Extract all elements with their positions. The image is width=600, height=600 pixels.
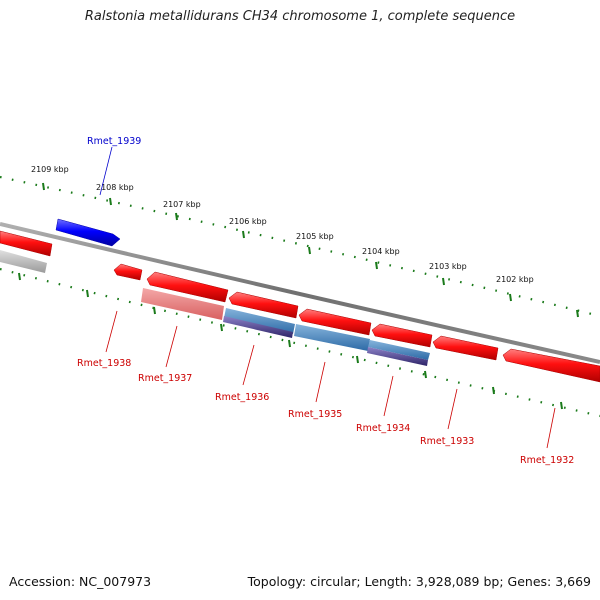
ruler-tick — [42, 182, 45, 191]
leader-line-rmet-1937 — [165, 325, 178, 368]
ruler-tick — [424, 370, 427, 379]
gene-arrow-rmet-1938[interactable] — [113, 263, 143, 281]
ruler-label: 2104 kbp — [362, 247, 400, 256]
gene-label-rmet-1934[interactable]: Rmet_1934 — [356, 423, 410, 434]
ruler-tick — [308, 246, 311, 255]
ruler-tick — [153, 306, 156, 315]
accession-text: Accession: NC_007973 — [9, 574, 152, 589]
ruler-label: 2109 kbp — [31, 165, 69, 174]
gene-label-rmet-1938[interactable]: Rmet_1938 — [77, 358, 131, 369]
gene-labels: Rmet_1939 Rmet_1938 Rmet_1937 Rmet_1936 … — [77, 136, 574, 466]
inner-ruler — [0, 267, 600, 418]
gene-label-rmet-1933[interactable]: Rmet_1933 — [420, 436, 474, 447]
gene-arrow-rmet-1935[interactable] — [298, 308, 372, 336]
gene-label-rmet-1939[interactable]: Rmet_1939 — [87, 136, 141, 147]
ruler-tick — [175, 212, 178, 221]
outer-ruler-dots — [0, 175, 600, 318]
ruler-label: 2102 kbp — [496, 275, 534, 284]
ruler-tick — [242, 230, 245, 239]
ruler-tick — [18, 272, 21, 281]
leader-line-rmet-1933 — [447, 388, 458, 430]
feature-steel-3 — [368, 340, 430, 360]
gene-arrow-rmet-1934[interactable] — [371, 323, 433, 348]
gene-arrow-rmet-1937[interactable] — [146, 271, 229, 303]
gene-arrow-rmet-1932[interactable] — [502, 348, 600, 383]
ruler-tick — [560, 401, 563, 410]
map-title: Ralstonia metallidurans CH34 chromosome … — [84, 9, 516, 24]
feature-purple-2 — [367, 347, 428, 366]
sequence-summary-text: Topology: circular; Length: 3,928,089 bp… — [247, 574, 591, 589]
gene-arrow-rmet-1939[interactable] — [55, 218, 121, 247]
ruler-tick — [356, 355, 359, 364]
ruler-tick — [442, 277, 445, 286]
feature-purple-1 — [223, 316, 293, 338]
ruler-tick — [109, 197, 112, 206]
outer-ruler — [0, 175, 600, 318]
ruler-label: 2103 kbp — [429, 262, 467, 271]
gene-label-rmet-1936[interactable]: Rmet_1936 — [215, 392, 269, 403]
gene-arrow-left-edge[interactable] — [0, 230, 53, 257]
forward-genes — [55, 218, 121, 247]
feature-steel-1 — [224, 308, 295, 334]
gene-label-rmet-1937[interactable]: Rmet_1937 — [138, 373, 192, 384]
reverse-genes — [0, 230, 600, 383]
ruler-tick — [288, 339, 291, 348]
ruler-label: 2105 kbp — [296, 232, 334, 241]
feature-track — [0, 250, 430, 366]
leader-line-rmet-1934 — [383, 375, 394, 417]
leader-line-rmet-1936 — [242, 344, 255, 386]
ruler-tick — [220, 323, 223, 332]
gene-arrow-rmet-1933[interactable] — [432, 335, 499, 361]
leader-line-rmet-1939 — [99, 146, 113, 196]
feature-grey-left — [0, 250, 47, 273]
ruler-label: 2106 kbp — [229, 217, 267, 226]
gene-label-rmet-1932[interactable]: Rmet_1932 — [520, 455, 574, 466]
ruler-tick — [492, 386, 495, 395]
ruler-tick — [86, 289, 89, 298]
feature-pink — [141, 288, 224, 320]
ruler-tick — [375, 261, 378, 270]
gene-arrow-rmet-1936[interactable] — [228, 291, 299, 319]
ruler-labels: 2109 kbp 2108 kbp 2107 kbp 2106 kbp 2105… — [31, 165, 534, 284]
genome-backbone — [0, 222, 600, 364]
feature-steel-2 — [294, 324, 370, 351]
leader-line-rmet-1935 — [315, 361, 326, 403]
leader-line-rmet-1938 — [105, 310, 118, 353]
leader-line-rmet-1932 — [546, 407, 556, 449]
gene-label-rmet-1935[interactable]: Rmet_1935 — [288, 409, 342, 420]
ruler-label: 2108 kbp — [96, 183, 134, 192]
label-leaders — [99, 146, 556, 449]
ruler-label: 2107 kbp — [163, 200, 201, 209]
ruler-tick — [576, 309, 579, 318]
ruler-tick — [509, 293, 512, 302]
